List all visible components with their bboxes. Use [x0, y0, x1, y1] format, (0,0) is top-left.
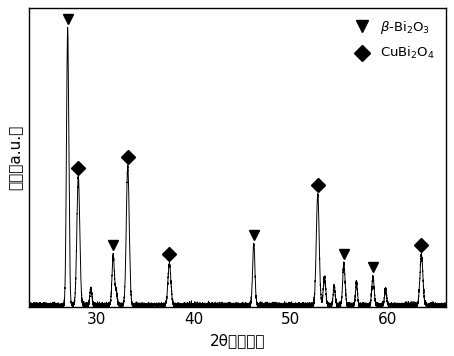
X-axis label: 2θ（角度）: 2θ（角度） [210, 333, 265, 348]
Y-axis label: 强度（a.u.）: 强度（a.u.） [8, 125, 23, 190]
Legend: $\beta$-Bi$_2$O$_3$, CuBi$_2$O$_4$: $\beta$-Bi$_2$O$_3$, CuBi$_2$O$_4$ [345, 15, 439, 65]
